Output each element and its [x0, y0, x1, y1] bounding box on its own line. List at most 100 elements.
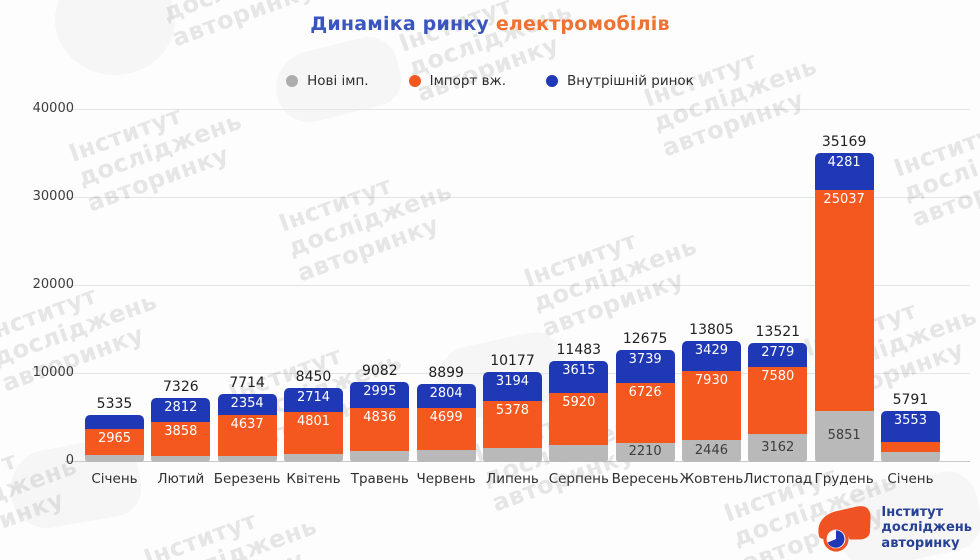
legend-item: Імпорт вж.	[408, 73, 506, 89]
x-axis-label-text: Липень	[486, 471, 539, 487]
bar-stack: 4281 25037 5851	[814, 152, 874, 462]
x-axis-label: Жовтень	[680, 471, 744, 487]
watermark-text-line: Інститут	[0, 445, 21, 513]
bar-segment: 2995	[350, 382, 410, 409]
org-logo-text: Інститут досліджень авторинку	[881, 505, 972, 551]
x-axis-label: Березень	[214, 471, 281, 487]
legend-dot-icon	[286, 75, 299, 87]
bar-segment	[350, 450, 410, 462]
x-axis-label-text: Листопад	[743, 471, 813, 487]
watermark-text-line: досліджень	[149, 512, 321, 560]
x-axis-label-text: Січень	[887, 471, 934, 487]
bar-segment: 3194	[482, 372, 542, 401]
bar-segment: 2210	[615, 442, 675, 462]
bar-segment: 2812	[151, 397, 211, 423]
bar-stack: 2354 4637	[217, 394, 277, 462]
x-axis-label: Січень	[881, 471, 940, 487]
bar-segment: 3615	[549, 360, 609, 393]
bar-stack: 2779 7580 3162	[748, 343, 808, 462]
y-axis-tick-label: 0	[65, 453, 74, 468]
chart-title-part-orange: електромобілів	[495, 13, 670, 35]
bar-segment: 4637	[217, 414, 277, 456]
bar-total-label: 13805	[689, 321, 734, 338]
bar-total-label: 8899	[428, 364, 464, 381]
bar-segment	[880, 451, 940, 462]
bar-segment: 3553	[880, 411, 940, 443]
bar-segment: 2804	[416, 383, 476, 409]
bar-stack: 3615 5920	[549, 360, 609, 462]
x-axis-label: Квітень	[284, 471, 343, 487]
bar-1: 5335 2965	[85, 396, 144, 462]
bar-segment	[482, 447, 542, 462]
legend-item-label: Внутрішній ринок	[567, 73, 694, 89]
bar-segment: 7930	[681, 370, 741, 441]
x-axis-label: Серпень	[548, 471, 609, 487]
bar-3: 7714 2354 4637	[217, 375, 277, 462]
bar-8: 11483 3615 5920	[549, 342, 609, 462]
x-axis-label: Листопад	[743, 471, 812, 487]
bar-stack: 2714 4801	[283, 387, 343, 462]
bar-segment: 2965	[85, 428, 144, 455]
x-axis-label-text: Червень	[416, 471, 476, 487]
bar-segment: 5920	[549, 392, 609, 445]
org-logo-text-line2: досліджень	[881, 520, 972, 536]
bars-row: 5335 2965 7326 2812 3858 7714 2354 4637 8450 2714…	[85, 110, 940, 462]
x-axis-label-text: Вересень	[611, 471, 679, 487]
bar-segment	[416, 449, 476, 462]
legend-dot-icon	[546, 75, 558, 87]
x-axis-label: Липень	[483, 471, 542, 487]
x-axis-label-text: Травень	[350, 471, 409, 487]
y-axis-tick-label: 20000	[32, 277, 74, 292]
bar-segment: 2354	[217, 394, 277, 415]
bar-stack: 2965	[85, 415, 144, 462]
bar-segment: 3739	[615, 350, 675, 384]
bar-7: 10177 3194 5378	[482, 353, 542, 462]
bar-5: 9082 2995 4836	[350, 363, 410, 462]
watermark-text-line: авторинку	[158, 538, 330, 560]
legend-item: Нові імп.	[286, 73, 369, 89]
x-axis-label: Грудень	[815, 471, 874, 487]
legend-item-label: Імпорт вж.	[429, 73, 506, 89]
watermark-text-line: авторинку	[0, 485, 68, 560]
bar-segment: 2714	[283, 387, 343, 412]
x-axis-label-text: Квітень	[286, 471, 341, 487]
bar-segment	[85, 454, 144, 462]
bar-6: 8899 2804 4699	[416, 365, 476, 462]
bar-stack: 3553	[880, 411, 940, 462]
x-axis-label-text: Серпень	[548, 471, 609, 487]
x-axis-label-text: Березень	[213, 471, 281, 487]
bar-total-label: 5791	[892, 392, 929, 409]
x-axis-label: Червень	[417, 471, 476, 487]
org-logo-text-line1: Інститут	[881, 505, 944, 520]
watermark-text-line: Інститут	[140, 505, 261, 560]
y-axis-tick-label: 30000	[32, 189, 74, 204]
bar-total-label: 13521	[755, 324, 801, 341]
bar-segment: 4836	[350, 408, 410, 451]
bar-segment: 6726	[615, 383, 675, 443]
bar-segment: 3858	[151, 422, 211, 457]
org-logo-text-line3: авторинку	[881, 535, 960, 551]
bar-total-label: 8450	[295, 368, 332, 385]
bar-stack: 2812 3858	[151, 397, 211, 462]
bar-segment	[880, 442, 940, 452]
gridline	[65, 109, 970, 110]
gridline	[65, 285, 970, 286]
bar-total-label: 5335	[96, 396, 133, 413]
x-axis-label-text: Січень	[91, 471, 138, 487]
legend-item: Внутрішній ринок	[546, 73, 694, 89]
car-logo-icon	[818, 506, 871, 552]
bar-total-label: 7714	[229, 375, 265, 392]
bar-segment: 4281	[814, 152, 874, 191]
gridline	[65, 197, 970, 198]
x-axis-label: Січень	[85, 471, 144, 487]
bar-12: 35169 4281 25037 5851	[814, 134, 874, 462]
bar-segment: 2779	[748, 343, 808, 368]
bar-segment	[151, 456, 211, 462]
bar-stack: 3429 7930 2446	[681, 340, 741, 462]
bar-segment: 5378	[482, 400, 542, 448]
legend-dot-icon	[408, 75, 421, 87]
bar-2: 7326 2812 3858	[151, 379, 211, 462]
bar-4: 8450 2714 4801	[283, 369, 343, 462]
